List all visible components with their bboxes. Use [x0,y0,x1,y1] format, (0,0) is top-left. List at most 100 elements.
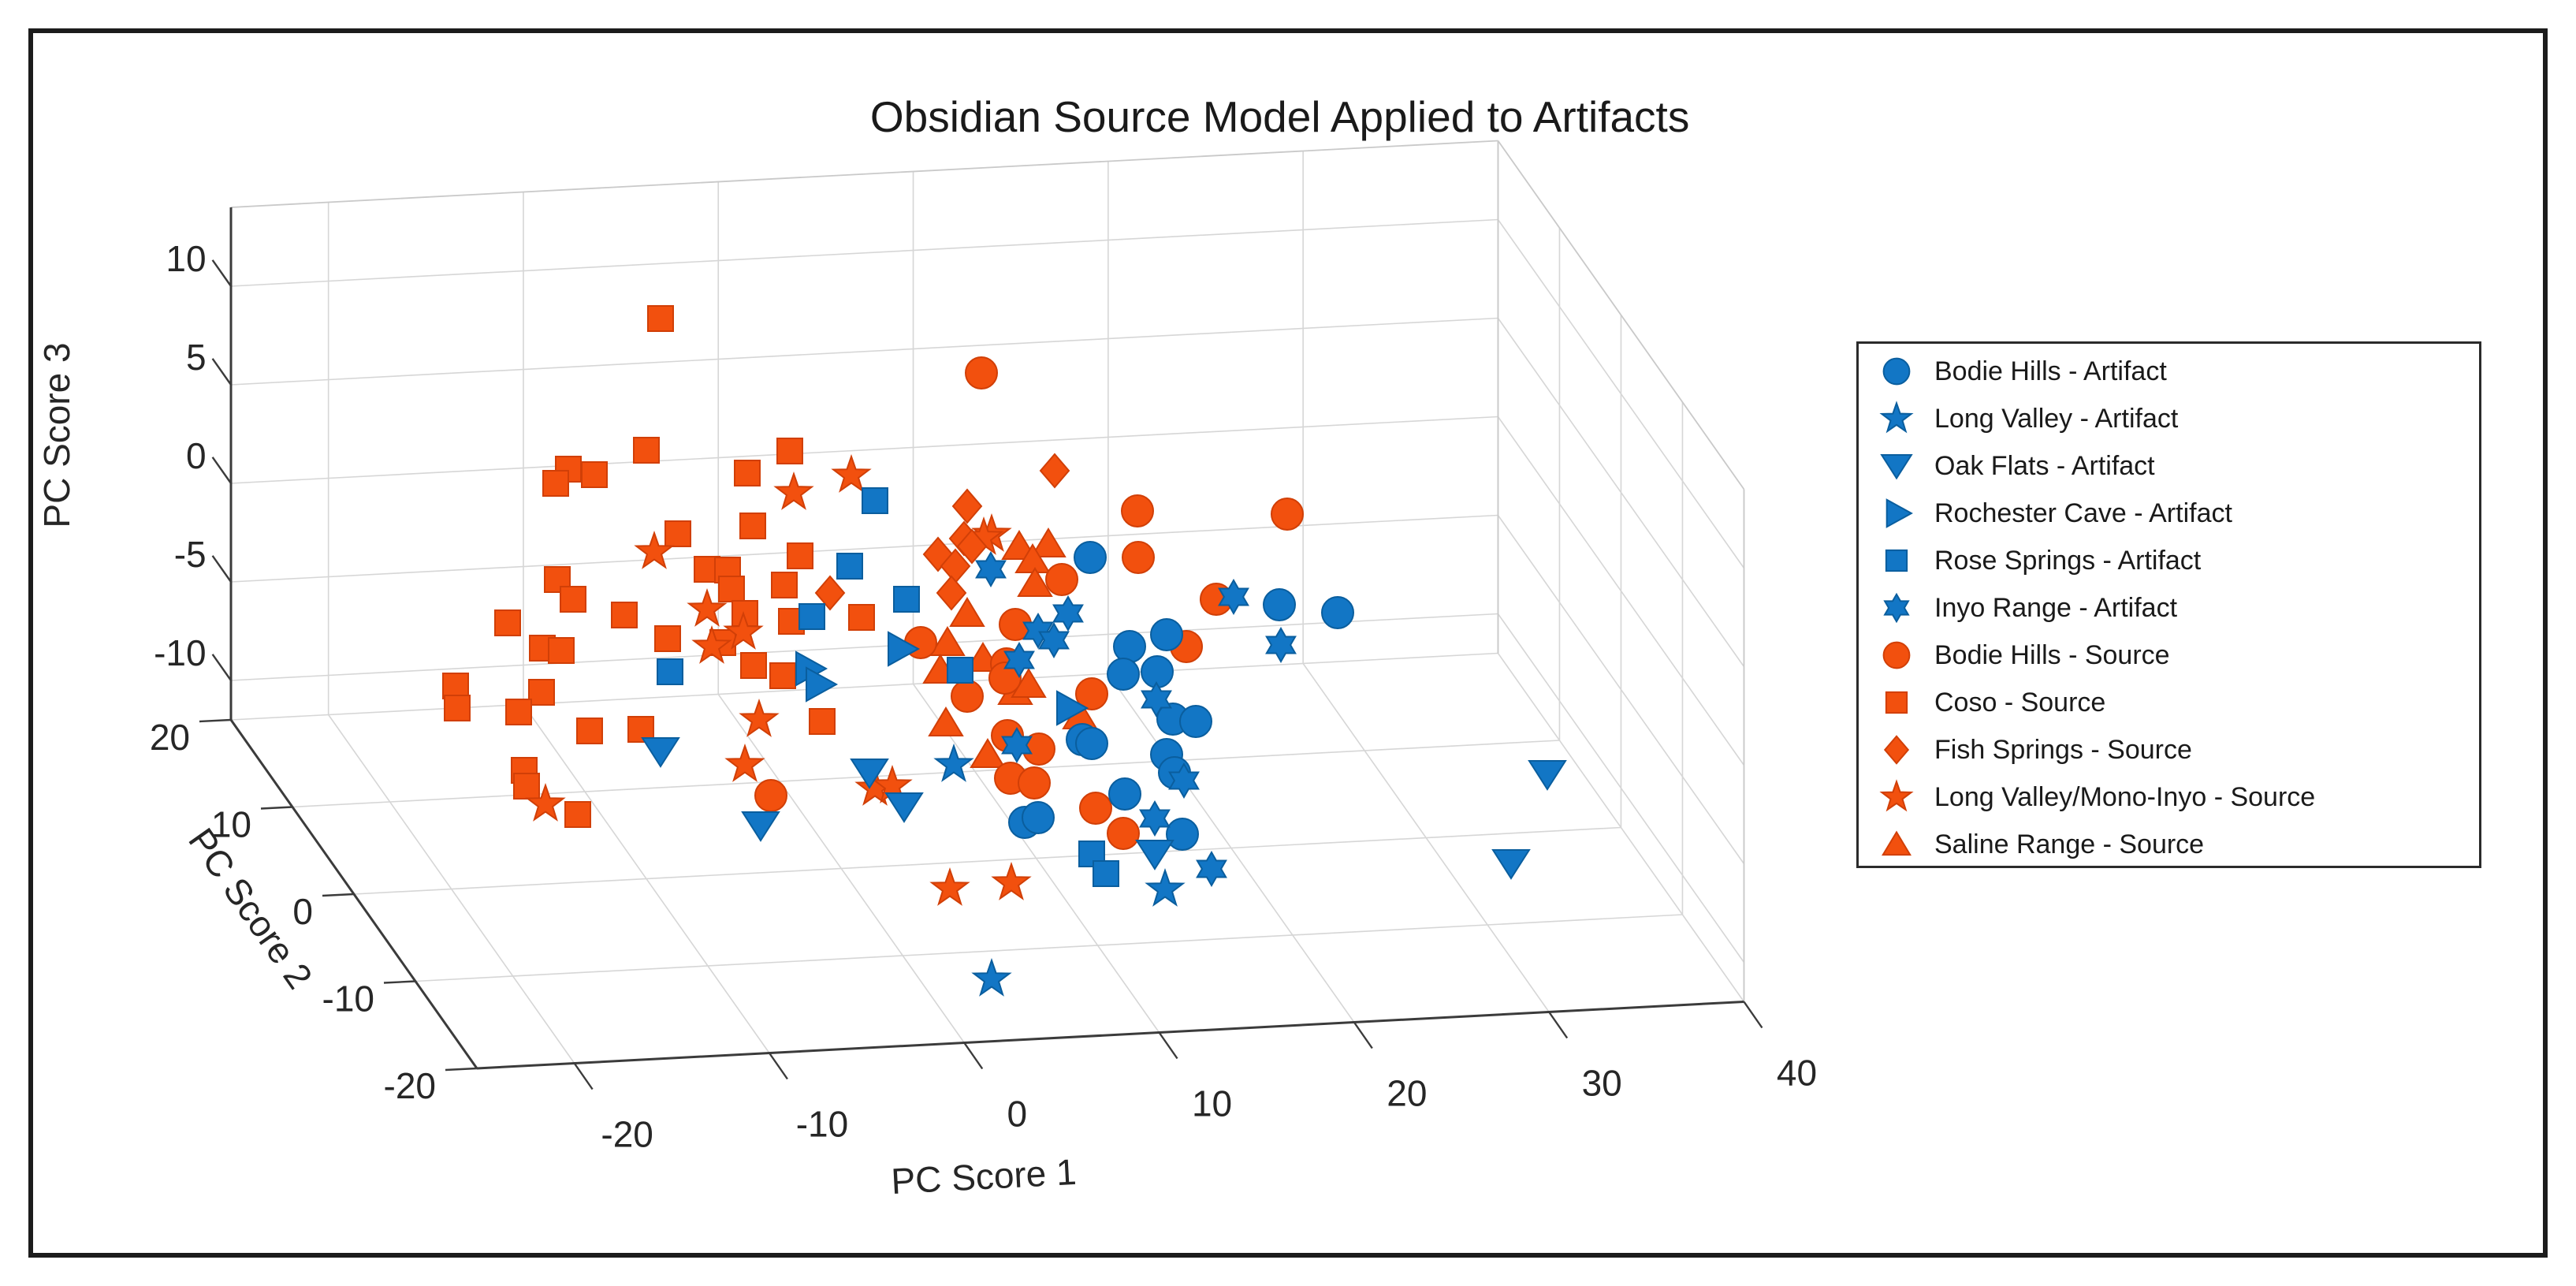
legend-item-rochester-cave-artifact: Rochester Cave - Artifact [1859,490,2479,537]
circle-icon [1859,633,1934,677]
marker [739,513,766,539]
tick-label: 5 [186,337,207,378]
plot-axes: 10 5 0 -5 -10 20 10 0 -10 -20 -20 -10 0 10 20 30 40 [150,207,1817,1155]
marker [528,679,555,706]
tick-label: 40 [1777,1053,1817,1094]
z-axis-label: PC Score 3 [36,342,77,528]
marker [850,759,889,789]
marker [965,356,998,390]
legend-item-bodie-hills-artifact: Bodie Hills - Artifact [1859,348,2479,395]
tick-label: 20 [1387,1073,1427,1114]
legend-label: Bodie Hills - Artifact [1934,356,2167,386]
marker [1150,618,1183,651]
marker [1121,494,1154,527]
legend-item-long-valley-mono-inyo-source: Long Valley/Mono-Inyo - Source [1859,773,2479,821]
legend-label: Inyo Range - Artifact [1934,592,2178,623]
legend-box: Bodie Hills - Artifact Long Valley - Arti… [1856,341,2481,868]
marker [1139,800,1171,837]
series-long-valley-mono-inyo-source [525,453,1032,906]
legend-label: Oak Flats - Artifact [1934,450,2155,481]
marker [1022,801,1055,834]
marker [884,792,924,823]
marker [929,626,966,656]
legend-item-long-valley-artifact: Long Valley - Artifact [1859,395,2479,442]
marker [641,737,680,768]
marker [1079,792,1112,825]
marker [787,542,813,569]
marker [1056,690,1089,726]
tick-label: 0 [1007,1094,1027,1135]
marker [798,603,825,630]
marker [814,575,846,611]
marker [929,867,970,906]
marker [1168,762,1200,800]
diamond-icon [1859,728,1934,772]
marker [633,437,660,464]
series-inyo-range-artifact [975,550,1297,888]
marker [1107,817,1140,850]
marker [560,586,586,613]
marker [806,666,839,703]
legend-item-bodie-hills-source: Bodie Hills - Source [1859,632,2479,679]
marker [1141,680,1172,718]
legend-label: Coso - Source [1934,687,2106,718]
marker [888,631,921,667]
marker [724,743,765,782]
marker [513,773,540,800]
marker [776,438,803,464]
marker [1030,527,1067,557]
series-bodie-hills-artifact [1008,541,1354,851]
legend-label: Saline Range - Source [1934,829,2205,859]
legend-label: Rose Springs - Artifact [1934,545,2202,576]
star5-icon [1859,397,1934,441]
triup-icon [1859,822,1934,867]
marker [1271,498,1304,531]
marker [947,657,973,684]
tick-label: -20 [384,1065,436,1106]
series-long-valley-artifact [933,743,1186,997]
marker [970,738,1006,768]
tick-label: 0 [186,435,207,476]
marker [687,587,728,627]
marker [936,575,967,611]
marker [739,698,780,737]
tick-label: 10 [1192,1083,1232,1124]
marker [1265,626,1297,664]
marker [664,520,691,547]
marker [754,779,787,812]
marker [691,624,732,664]
marker [836,553,863,580]
marker [611,602,638,628]
marker [778,608,805,635]
marker [1003,641,1035,679]
star5-icon [1859,775,1934,819]
marker [741,811,780,842]
marker [1108,777,1141,811]
legend-item-coso-source: Coso - Source [1859,679,2479,726]
marker [1179,705,1212,738]
marker [1321,596,1354,629]
tick-label: 20 [150,717,190,758]
marker [1196,850,1227,888]
marker [991,861,1032,900]
star6-icon [1859,586,1934,630]
marker [657,658,683,685]
marker [956,528,988,565]
marker [1075,727,1108,760]
marker [848,604,875,631]
marker [723,610,764,650]
marker [576,718,603,744]
tridown-icon [1859,444,1934,488]
marker [975,550,1007,588]
marker [862,487,888,514]
marker [1135,840,1174,870]
marker [769,662,796,689]
marker [654,625,681,652]
tick-label: -20 [601,1114,653,1155]
marker [1107,658,1140,691]
triright-icon [1859,491,1934,535]
marker [581,461,608,488]
tick-label: 10 [211,804,251,845]
marker [1038,621,1070,659]
